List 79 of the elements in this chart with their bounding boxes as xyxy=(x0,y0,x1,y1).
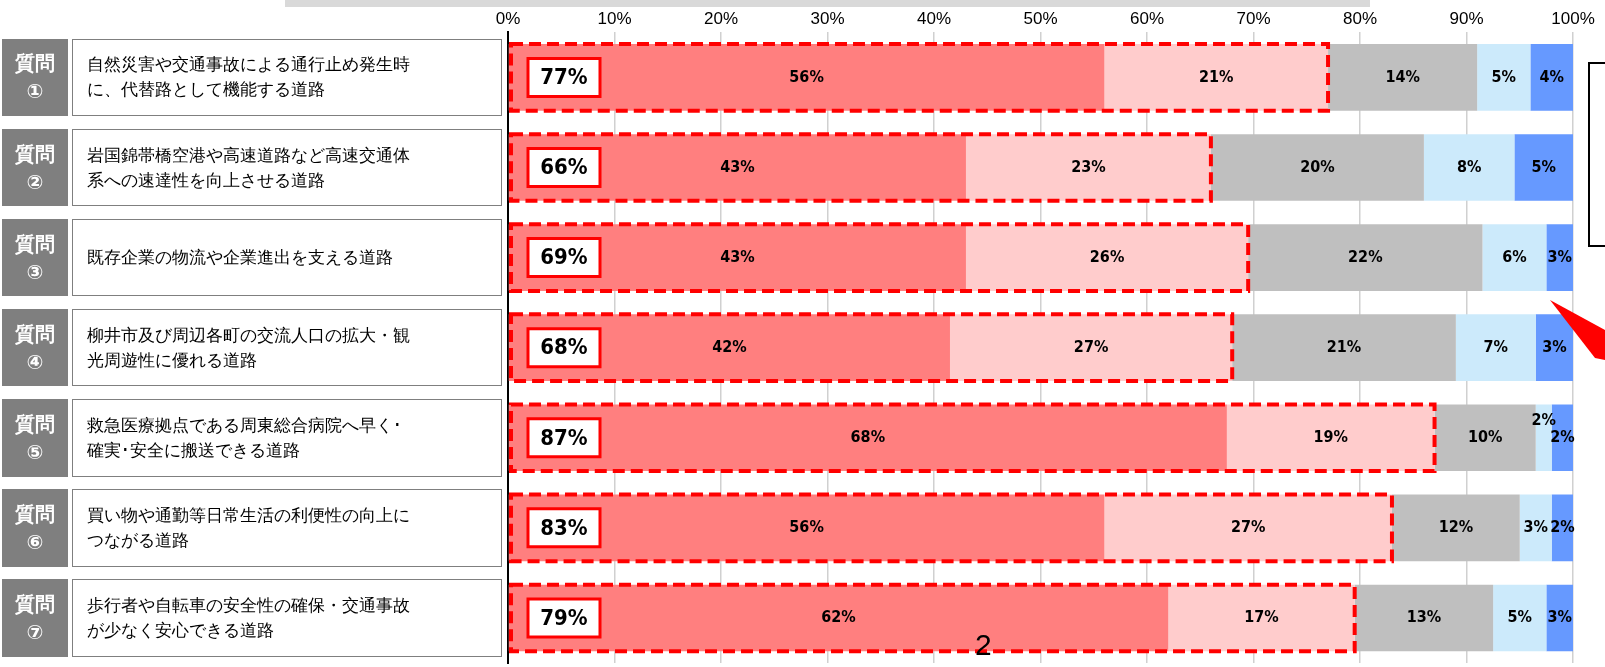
data-label: 42% xyxy=(712,336,747,356)
bar xyxy=(1354,584,1494,652)
bar xyxy=(1168,584,1355,652)
data-label: 14% xyxy=(1385,66,1420,86)
data-label: 13% xyxy=(1406,607,1442,627)
data-label: 22% xyxy=(1348,246,1383,266)
data-label: 5% xyxy=(1491,66,1516,86)
bar xyxy=(1530,44,1573,111)
data-label: 68% xyxy=(850,426,886,446)
category-label: 質問① 自然災害や交通事故による通行止め発生時に、代替路として機能する道路 xyxy=(15,51,410,104)
x-tick-label: 60% xyxy=(1129,8,1165,28)
data-label: 26% xyxy=(1089,246,1125,266)
data-label: 19% xyxy=(1313,426,1348,446)
bar xyxy=(1546,224,1573,291)
bar xyxy=(1546,584,1573,652)
x-tick-label: 0% xyxy=(495,8,521,28)
data-label: 5% xyxy=(1531,156,1556,176)
data-label: 3% xyxy=(1547,607,1572,627)
annotation: 87% xyxy=(540,424,588,450)
category-label: 質問④ 柳井市及び周辺各町の交流人口の拡大・観光周遊性に優れる道路 xyxy=(15,321,410,374)
x-tick-label: 40% xyxy=(916,8,952,28)
bar xyxy=(1210,134,1424,201)
data-label: 10% xyxy=(1467,426,1503,446)
category-label: 質問⑦ 歩行者や自転車の安全性の確保・交通事故が少なく安心できる道路 xyxy=(15,591,410,644)
annotation: 77% xyxy=(540,64,588,90)
bar xyxy=(1232,314,1456,382)
data-label: 2% xyxy=(1550,517,1575,537)
bar xyxy=(1482,224,1547,291)
data-label: 6% xyxy=(1502,246,1527,266)
data-label: 56% xyxy=(789,517,824,537)
data-label: 5% xyxy=(1507,607,1532,627)
category-label: 質問③ 既存企業の物流や企業進出を支える道路 xyxy=(15,231,393,284)
data-label: 27% xyxy=(1230,517,1266,537)
data-label: 3% xyxy=(1523,517,1548,537)
bar xyxy=(1248,224,1483,291)
annotation: 68% xyxy=(540,334,588,360)
bar xyxy=(1423,134,1515,201)
data-label: 56% xyxy=(789,66,824,86)
x-tick-label: 30% xyxy=(810,8,845,28)
x-tick-label: 10% xyxy=(597,8,632,28)
annotation: 83% xyxy=(540,514,588,540)
data-label: 21% xyxy=(1199,66,1234,86)
bar xyxy=(1104,494,1392,562)
data-label: 21% xyxy=(1326,336,1362,356)
x-tick-label: 20% xyxy=(703,8,739,28)
bar xyxy=(1455,314,1536,382)
data-label: 43% xyxy=(720,246,755,266)
data-label: 3% xyxy=(1547,246,1572,266)
x-tick-label: 50% xyxy=(1023,8,1058,28)
annotation: 79% xyxy=(540,604,588,630)
data-label: 12% xyxy=(1438,517,1474,537)
data-label: 20% xyxy=(1300,156,1335,176)
data-label: 23% xyxy=(1071,156,1106,176)
bar xyxy=(1493,584,1547,652)
x-tick-label: 90% xyxy=(1449,8,1484,28)
category-label: 質問② 岩国錦帯橋空港や高速道路など高速交通体系への速達性を向上させる道路 xyxy=(15,141,410,194)
x-tick-label: 70% xyxy=(1236,8,1271,28)
bar xyxy=(1328,44,1478,111)
data-label: 4% xyxy=(1539,66,1564,86)
annotation: 2 xyxy=(975,628,992,662)
bar xyxy=(1391,494,1520,562)
category-label: 質問⑥ 買い物や通勤等日常生活の利便性の向上につながる道路 xyxy=(15,501,410,554)
annotation: 66% xyxy=(540,154,588,180)
bar xyxy=(1514,134,1573,201)
bar xyxy=(1104,44,1329,111)
x-tick-label: 80% xyxy=(1342,8,1378,28)
data-label: 3% xyxy=(1542,336,1567,356)
bar xyxy=(1477,44,1531,111)
data-label: 62% xyxy=(821,607,856,627)
data-label: 43% xyxy=(720,156,755,176)
bar xyxy=(1519,494,1552,562)
data-label: 17% xyxy=(1244,607,1279,627)
x-tick-label: 100% xyxy=(1551,8,1595,28)
data-label: 7% xyxy=(1483,336,1509,356)
data-label: 27% xyxy=(1073,336,1109,356)
bar xyxy=(1226,404,1435,472)
data-label: 8% xyxy=(1456,156,1482,176)
annotation: 69% xyxy=(540,244,588,270)
category-label: 質問⑤ 救急医療拠点である周東総合病院へ早く･確実･安全に搬送できる道路 xyxy=(15,411,402,464)
